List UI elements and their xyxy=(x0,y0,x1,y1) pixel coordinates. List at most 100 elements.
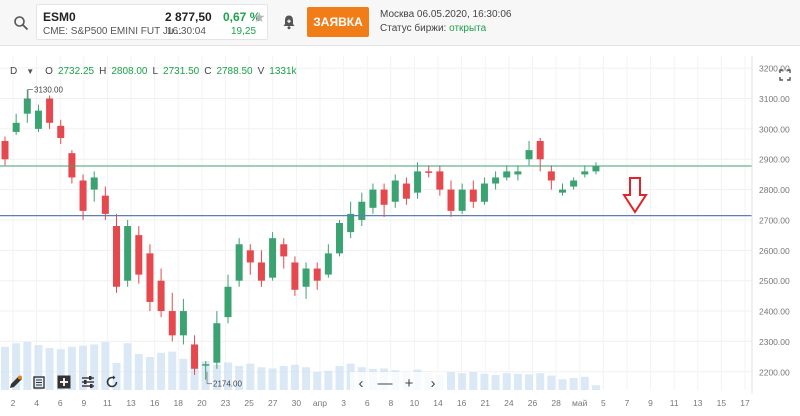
candle-body xyxy=(179,311,187,336)
volume-label: V xyxy=(257,66,265,77)
volume-bar xyxy=(480,373,489,390)
time-tick-label: 13 xyxy=(126,398,136,408)
candle-body xyxy=(425,171,433,173)
candle-body xyxy=(380,189,388,205)
chart-grid xyxy=(0,56,752,390)
candle-body xyxy=(514,171,522,175)
chevron-down-icon[interactable]: ▼ xyxy=(26,67,35,76)
zoom-out-button[interactable]: — xyxy=(377,374,393,392)
candle-body xyxy=(90,177,98,190)
candle-body xyxy=(592,166,600,172)
volume-bar xyxy=(235,366,244,390)
candle-body xyxy=(503,171,511,178)
volume-bar xyxy=(224,362,232,390)
search-icon xyxy=(14,16,29,31)
drawing-tool-button[interactable] xyxy=(6,372,26,392)
candle-body xyxy=(436,171,444,190)
time-tick-label: 4 xyxy=(34,398,39,408)
down-arrow-icon xyxy=(622,177,648,214)
time-tick-label: 11 xyxy=(103,398,112,408)
candle-body xyxy=(124,226,132,281)
candle-body xyxy=(224,286,232,318)
ohlc-legend: D ▼ O 2732.25 H 2808.00 L 2731.50 C 2788.50 … xyxy=(10,66,297,77)
scroll-left-button[interactable]: ‹ xyxy=(358,374,364,392)
time-tick-label: 8 xyxy=(388,398,393,408)
price-tick-label: 2700.00 xyxy=(759,215,790,225)
candle-body xyxy=(202,364,210,366)
volume-bar xyxy=(513,373,522,390)
time-tick-label: 20 xyxy=(197,398,207,408)
time-tick-label: 6 xyxy=(365,398,370,408)
sliders-icon xyxy=(82,376,94,388)
chart-settings-button[interactable] xyxy=(78,372,98,392)
instrument-card[interactable]: ESM0 CME: S&P500 EMINI FUT Ju... 2 877,5… xyxy=(36,4,268,40)
high-annotation: 3130.00 xyxy=(34,85,63,94)
candle-body xyxy=(79,180,87,211)
exchange-datetime: Москва 06.05.2020, 16:30:06 xyxy=(380,9,512,20)
candle-body xyxy=(235,244,243,281)
candle-body xyxy=(402,183,410,199)
reset-icon xyxy=(106,375,118,388)
time-tick-label: 7 xyxy=(625,398,630,408)
time-tick-label: 30 xyxy=(292,398,302,408)
candle-body xyxy=(369,189,377,208)
price-tick-label: 2400.00 xyxy=(759,307,790,317)
ticker-description: CME: S&P500 EMINI FUT Ju... xyxy=(43,26,182,37)
candle-body xyxy=(280,244,288,257)
volume-bar xyxy=(212,364,221,390)
time-tick-label: май xyxy=(572,398,588,408)
volume-bar xyxy=(580,376,589,390)
time-tick-label: 9 xyxy=(648,398,653,408)
candle-body xyxy=(34,110,42,129)
candle-body xyxy=(480,183,488,202)
star-icon[interactable]: ★ xyxy=(253,9,266,25)
search-button[interactable] xyxy=(8,10,34,36)
scroll-right-button[interactable]: › xyxy=(430,374,436,392)
add-indicator-button[interactable] xyxy=(54,372,74,392)
volume-bar xyxy=(558,379,567,390)
volume-bar xyxy=(123,343,132,390)
candle-body xyxy=(257,262,265,281)
order-button[interactable]: ЗАЯВКА xyxy=(307,7,369,37)
fullscreen-button[interactable] xyxy=(776,66,794,84)
time-tick-label: 27 xyxy=(268,398,278,408)
candle-body xyxy=(391,180,399,202)
price-tick-label: 2300.00 xyxy=(759,337,790,347)
volume-bar xyxy=(23,342,32,390)
time-tick-label: 21 xyxy=(481,398,491,408)
candle-body xyxy=(101,195,109,214)
close-label: C xyxy=(204,66,212,77)
volume-bar xyxy=(469,372,478,390)
low-value: 2731.50 xyxy=(163,66,200,77)
candle-body xyxy=(191,344,199,369)
volume-bar xyxy=(112,363,121,390)
close-value: 2788.50 xyxy=(216,66,253,77)
top-header: ESM0 CME: S&P500 EMINI FUT Ju... 2 877,5… xyxy=(0,0,800,46)
candle-body xyxy=(547,171,555,181)
candle-body xyxy=(458,189,466,211)
candle-body xyxy=(525,150,533,160)
volume-bar xyxy=(458,373,467,390)
volume-bar xyxy=(157,352,166,390)
candle-body xyxy=(347,213,355,233)
volume-bar xyxy=(145,357,154,390)
reset-chart-button[interactable] xyxy=(102,372,122,392)
time-tick-label: 13 xyxy=(693,398,703,408)
exchange-status: Статус биржи: открыта xyxy=(380,23,486,34)
time-tick-label: 16 xyxy=(150,398,160,408)
candle-body xyxy=(246,250,254,263)
time-tick-label: 11 xyxy=(670,398,679,408)
zoom-in-button[interactable]: + xyxy=(404,374,414,392)
layers-button[interactable] xyxy=(30,372,50,392)
chart-toolbar xyxy=(6,372,122,392)
volume-bar xyxy=(525,374,534,390)
timeframe-selector[interactable]: D xyxy=(10,66,18,77)
time-tick-label: 17 xyxy=(740,398,750,408)
low-label: L xyxy=(152,66,159,77)
candle-body xyxy=(492,177,500,184)
zoom-controls: ‹ — + › xyxy=(350,372,444,394)
candle-body xyxy=(269,238,277,278)
candle-body xyxy=(213,323,221,363)
alert-button[interactable] xyxy=(278,11,300,33)
